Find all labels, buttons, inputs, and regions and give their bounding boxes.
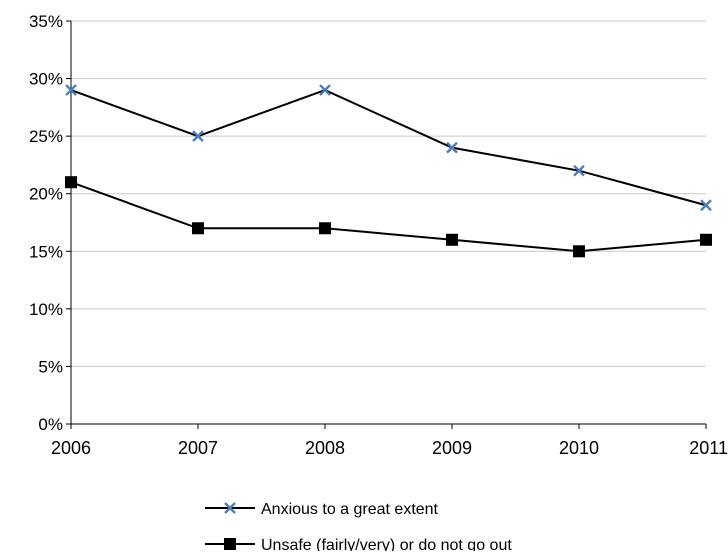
data-markers (65, 84, 712, 258)
x-tick-label: 2009 (432, 438, 472, 458)
legend-marker-swatch (224, 538, 236, 550)
data-point-series-1 (700, 199, 712, 212)
y-tick-label: 20% (29, 185, 63, 204)
data-point-series-2 (573, 245, 585, 258)
series-line-2 (70, 181, 707, 253)
axes: 0% 5% 10% 15% 20% 25% 30% 35% 2006 2007 2008 2009 20… (29, 12, 728, 458)
legend: Anxious to a great extent Unsafe (fairly/… (205, 501, 512, 554)
legend-item-1: Anxious to a great extent (205, 501, 439, 518)
series-line-1 (70, 89, 707, 207)
data-point-series-1 (573, 164, 585, 177)
data-point-series-2 (65, 176, 77, 189)
y-tick-label: 30% (29, 70, 63, 89)
x-tick-label: 2006 (51, 438, 91, 458)
data-point-series-1 (446, 141, 458, 154)
gridlines (71, 20, 706, 367)
data-point-series-1 (65, 84, 77, 96)
x-tick-label: 2011 (689, 438, 728, 458)
x-tick-label: 2010 (559, 438, 599, 458)
data-point-series-2 (700, 233, 712, 246)
data-point-series-1 (192, 130, 204, 142)
legend-item-2: Unsafe (fairly/very) or do not go out (205, 537, 512, 554)
x-tick-label: 2007 (178, 438, 218, 458)
data-point-series-1 (319, 84, 331, 96)
y-tick-label: 10% (29, 300, 63, 319)
data-point-series-2 (446, 233, 458, 246)
y-tick-label: 15% (29, 242, 63, 261)
data-point-series-2 (192, 222, 204, 235)
y-tick-label: 5% (38, 357, 63, 376)
x-tick-label: 2008 (305, 438, 345, 458)
y-tick-label: 0% (38, 415, 63, 434)
y-tick-label: 35% (29, 12, 63, 31)
legend-marker-swatch (224, 502, 236, 514)
legend-label: Anxious to a great extent (261, 501, 439, 518)
legend-label: Unsafe (fairly/very) or do not go out (261, 537, 512, 551)
y-tick-label: 25% (29, 127, 63, 146)
series-lines (70, 89, 707, 253)
data-point-series-2 (319, 222, 331, 235)
